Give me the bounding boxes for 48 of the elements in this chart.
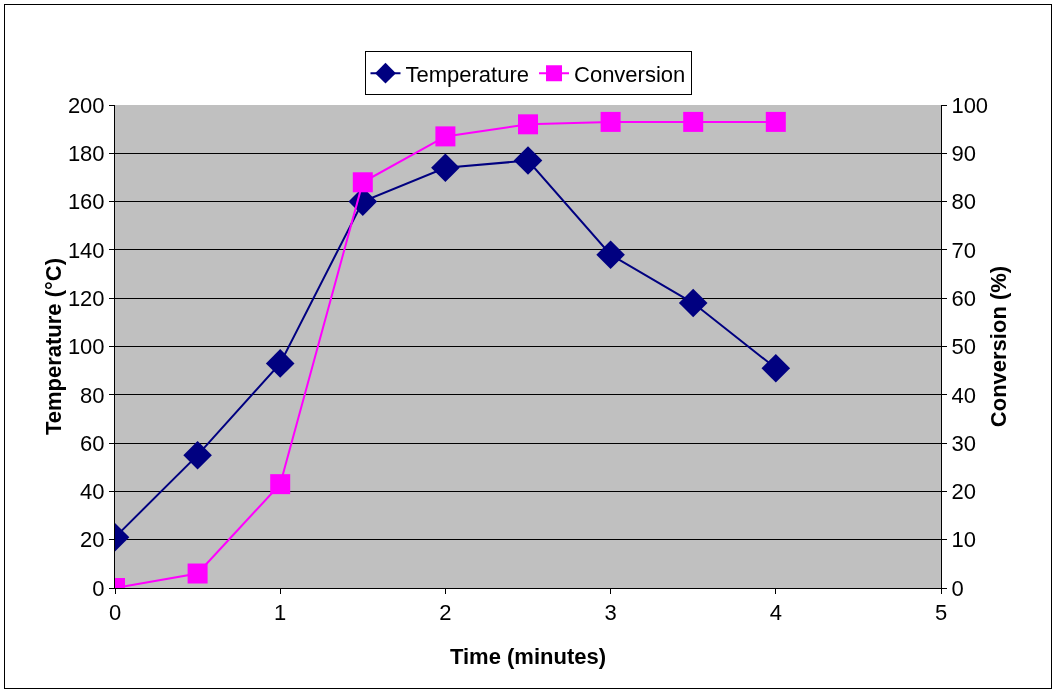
point [352, 172, 373, 193]
point [270, 474, 291, 495]
y2-tick-label: 90 [951, 141, 976, 166]
point [765, 111, 786, 132]
y-tick-label: 40 [80, 479, 105, 505]
point [183, 440, 212, 470]
x-tick-label: 0 [108, 600, 122, 626]
y-tick-label: 140 [67, 237, 105, 263]
y2-tick-label: 60 [951, 285, 976, 311]
x-tick-label: 4 [769, 600, 782, 626]
point [513, 146, 543, 175]
x-tick-label: 2 [439, 600, 452, 626]
y-tick-label: 200 [67, 92, 105, 118]
point [187, 563, 208, 584]
legend-label: Temperature [405, 61, 530, 87]
y-tick-label: 120 [67, 285, 105, 311]
point [435, 126, 456, 147]
y2-tick-label: 40 [951, 382, 976, 408]
y2-tick-label: 70 [951, 237, 976, 263]
y-tick-label: 20 [80, 527, 105, 553]
point [683, 111, 704, 132]
y-tick-label: 100 [67, 334, 105, 360]
y2-tick-label: 30 [951, 430, 976, 456]
y2-tick-label: 20 [951, 479, 976, 505]
point [518, 114, 538, 135]
y-tick-label: 80 [80, 382, 105, 408]
y-tick-label: 0 [92, 575, 105, 601]
y2-axis-title: Conversion (%) [986, 265, 1011, 428]
y2-tick-label: 80 [951, 189, 976, 215]
y2-tick-label: 50 [951, 334, 976, 360]
point [761, 353, 791, 383]
y-tick-label: 180 [67, 141, 105, 166]
y-axis-title: Temperature (°C) [40, 257, 66, 436]
x-tick-label: 5 [934, 600, 948, 626]
y2-tick-label: 10 [951, 527, 976, 553]
point [265, 349, 295, 378]
point [600, 111, 621, 132]
y-tick-label: 160 [67, 189, 105, 215]
x-axis-title: Time (minutes) [449, 644, 607, 669]
point [596, 240, 625, 270]
x-tick-label: 1 [274, 600, 287, 626]
point [678, 288, 708, 318]
legend-label: Conversion [574, 61, 686, 87]
point [431, 153, 460, 183]
x-tick-label: 3 [604, 600, 617, 626]
y2-tick-label: 0 [951, 575, 964, 601]
y2-tick-label: 100 [951, 92, 989, 118]
y-tick-label: 60 [80, 430, 105, 456]
